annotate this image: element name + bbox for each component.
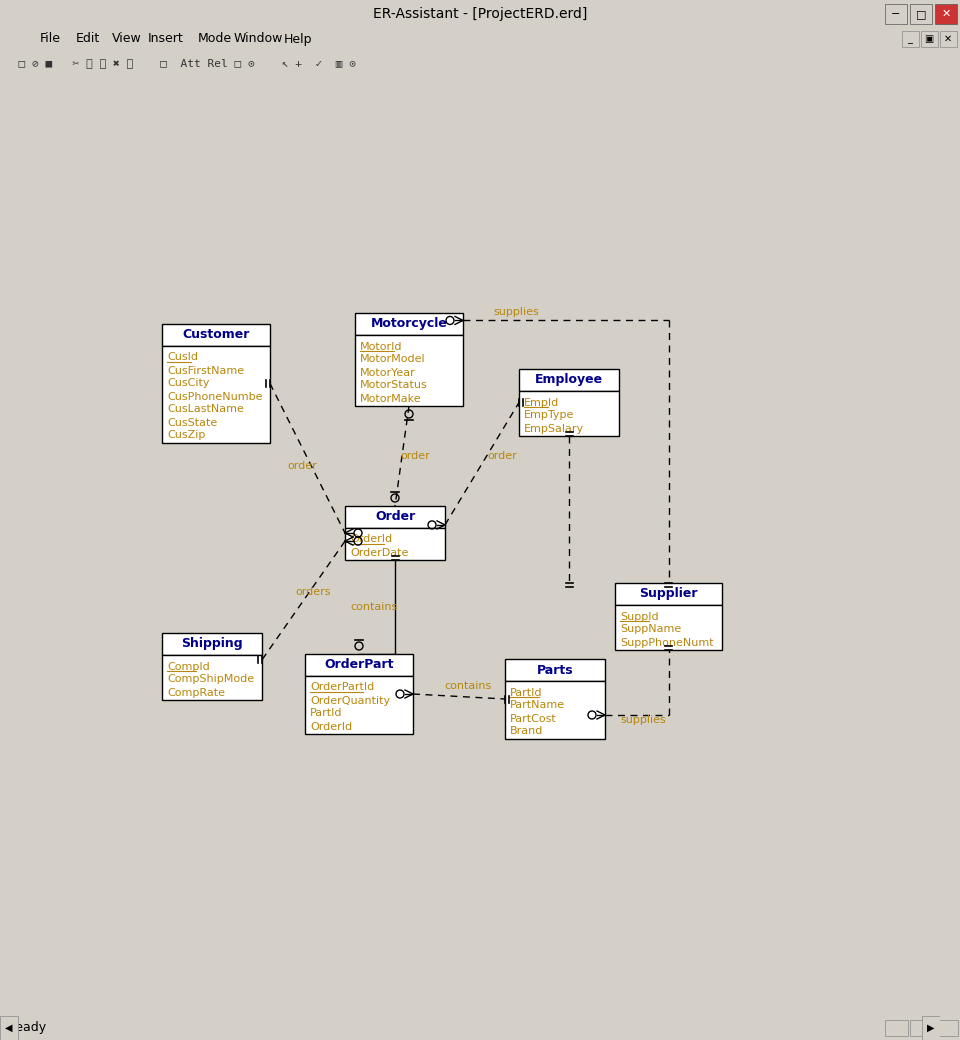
Text: Supplier: Supplier [639, 588, 698, 600]
Bar [345, 528, 445, 560]
Bar [615, 583, 722, 605]
Text: OrderId: OrderId [310, 722, 352, 731]
Text: ✕: ✕ [942, 9, 950, 19]
Text: CusState: CusState [167, 417, 217, 427]
Text: PartId: PartId [510, 687, 542, 698]
Bar [885, 1020, 908, 1036]
Text: CusCity: CusCity [167, 379, 209, 389]
Text: CusLastName: CusLastName [167, 405, 244, 415]
Text: MotorStatus: MotorStatus [360, 381, 428, 390]
Text: CusPhoneNumbe: CusPhoneNumbe [167, 391, 262, 401]
Text: orders: orders [295, 588, 330, 597]
Text: CusZip: CusZip [167, 431, 205, 441]
Text: order: order [400, 451, 430, 461]
Bar [615, 605, 722, 650]
Bar [885, 4, 907, 24]
Bar [922, 1016, 940, 1040]
Bar [162, 324, 270, 346]
Text: ▶: ▶ [927, 1023, 935, 1033]
Text: MotorModel: MotorModel [360, 355, 425, 364]
Text: order: order [287, 462, 317, 471]
Text: SuppId: SuppId [620, 612, 659, 622]
Text: OrderDate: OrderDate [350, 547, 408, 557]
Bar [902, 31, 919, 47]
Bar [345, 506, 445, 528]
Text: Edit: Edit [76, 32, 100, 46]
Text: EmpSalary: EmpSalary [524, 423, 584, 434]
Bar [355, 313, 463, 335]
Text: EmpType: EmpType [524, 411, 574, 420]
Text: Customer: Customer [182, 329, 250, 341]
Text: supplies: supplies [620, 716, 665, 725]
Text: EmpId: EmpId [524, 397, 560, 408]
Text: OrderQuantity: OrderQuantity [310, 696, 390, 705]
Text: CompId: CompId [167, 661, 209, 672]
Text: contains: contains [444, 681, 492, 691]
Text: SuppPhoneNumt: SuppPhoneNumt [620, 638, 713, 648]
Text: Ready: Ready [8, 1021, 47, 1035]
Text: PartCost: PartCost [510, 713, 557, 724]
Bar [921, 31, 938, 47]
Text: Insert: Insert [148, 32, 183, 46]
Bar [505, 659, 605, 681]
Bar [0, 1016, 18, 1040]
Text: File: File [40, 32, 61, 46]
Text: MotorYear: MotorYear [360, 367, 416, 378]
Text: contains: contains [350, 602, 397, 612]
Bar [935, 1020, 958, 1036]
Text: Motorcycle: Motorcycle [371, 317, 447, 331]
Bar [305, 654, 413, 676]
Text: OrderPart: OrderPart [324, 658, 394, 672]
Bar [519, 391, 619, 436]
Bar [505, 681, 605, 739]
Text: Shipping: Shipping [181, 638, 243, 650]
Text: CusId: CusId [167, 353, 198, 363]
Text: ▣: ▣ [924, 34, 934, 44]
Bar [519, 369, 619, 391]
Text: SuppName: SuppName [620, 624, 682, 634]
Text: ◀: ◀ [5, 1023, 12, 1033]
Text: ER-Assistant - [ProjectERD.erd]: ER-Assistant - [ProjectERD.erd] [372, 7, 588, 21]
Bar [305, 676, 413, 734]
Bar [910, 1020, 933, 1036]
Bar [162, 655, 262, 700]
Text: Brand: Brand [510, 727, 543, 736]
Text: Window: Window [234, 32, 283, 46]
Text: PartName: PartName [510, 701, 565, 710]
Bar [355, 335, 463, 406]
Text: Mode: Mode [198, 32, 232, 46]
Bar [940, 31, 957, 47]
Text: View: View [112, 32, 142, 46]
Text: CompRate: CompRate [167, 687, 225, 698]
Text: MotorMake: MotorMake [360, 393, 421, 404]
Text: Order: Order [374, 511, 415, 523]
Text: □: □ [916, 9, 926, 19]
Text: Employee: Employee [535, 373, 603, 387]
Text: supplies: supplies [493, 308, 539, 317]
Text: CusFirstName: CusFirstName [167, 365, 244, 375]
Text: order: order [487, 450, 516, 461]
Text: PartId: PartId [310, 708, 343, 719]
Text: Parts: Parts [537, 664, 573, 676]
Text: CompShipMode: CompShipMode [167, 675, 254, 684]
Text: ✕: ✕ [944, 34, 952, 44]
Bar [935, 4, 957, 24]
Text: Help: Help [284, 32, 313, 46]
Text: MotorId: MotorId [360, 341, 402, 352]
Text: _: _ [907, 34, 912, 44]
Bar [162, 346, 270, 443]
Text: −: − [891, 9, 900, 19]
Text: OrderPartId: OrderPartId [310, 682, 374, 693]
Bar [910, 4, 932, 24]
Text: □ ⊘ ■   ✂ ⬜ ⬜ ✖ ⬜    □  Att Rel □ ⊙    ↖ +  ✓  ▥ ⊙: □ ⊘ ■ ✂ ⬜ ⬜ ✖ ⬜ □ Att Rel □ ⊙ ↖ + ✓ ▥ ⊙ [5, 58, 356, 68]
Text: OrderId: OrderId [350, 535, 392, 545]
Bar [162, 633, 262, 655]
